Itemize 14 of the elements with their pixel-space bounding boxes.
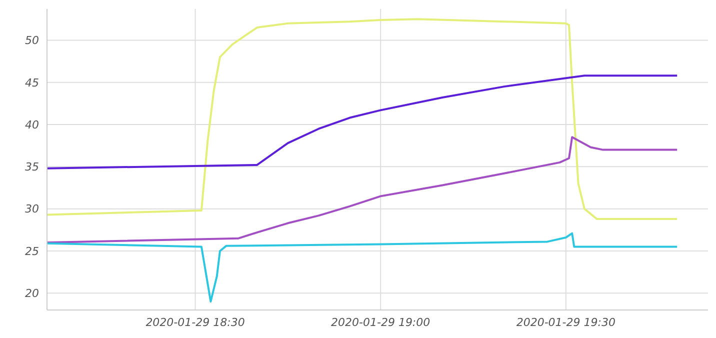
y-tick-label: 35 xyxy=(25,160,39,174)
y-tick-label: 45 xyxy=(25,76,39,90)
line-series xyxy=(47,136,678,244)
x-tick-label: 2020-01-29 18:30 xyxy=(146,316,245,329)
y-tick-label: 25 xyxy=(25,244,39,258)
line-series xyxy=(47,18,678,220)
line-series xyxy=(47,74,678,170)
y-tick-label: 20 xyxy=(25,287,39,300)
x-tick-label: 2020-01-29 19:00 xyxy=(331,316,430,329)
x-tick-label: 2020-01-29 19:30 xyxy=(516,316,616,329)
y-tick-label: 30 xyxy=(25,202,39,216)
y-tick-label: 40 xyxy=(25,118,39,132)
y-tick-label: 50 xyxy=(25,34,39,48)
line-series xyxy=(47,232,678,303)
